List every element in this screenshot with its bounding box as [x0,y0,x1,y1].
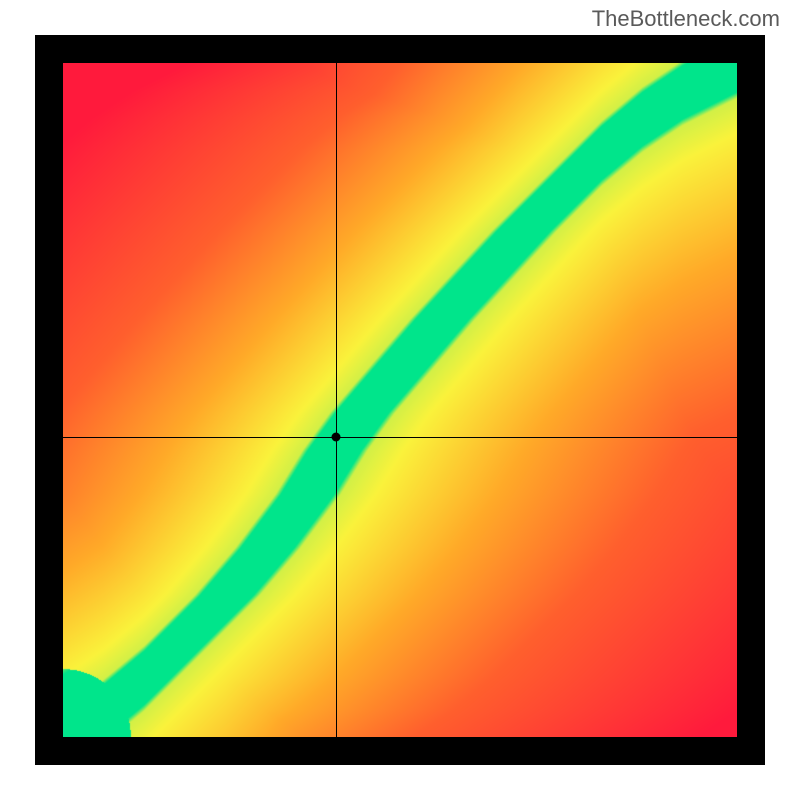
heatmap-canvas [63,63,737,737]
crosshair-vertical [336,63,337,737]
plot-area [63,63,737,737]
marker-dot [331,433,340,442]
watermark-text: TheBottleneck.com [592,6,780,32]
crosshair-horizontal [63,437,737,438]
chart-frame [35,35,765,765]
root-container: { "watermark": "TheBottleneck.com", "cha… [0,0,800,800]
